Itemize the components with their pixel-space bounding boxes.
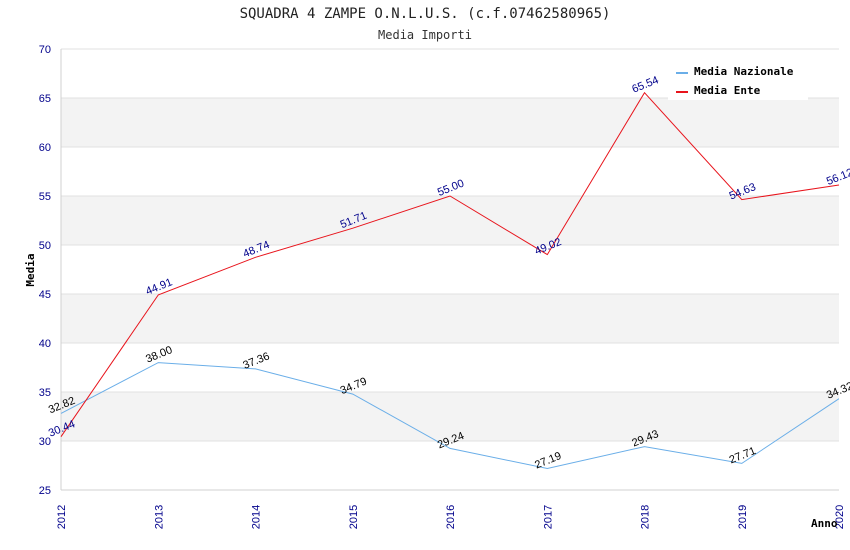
x-tick-label: 2019: [737, 505, 749, 529]
grid-band: [61, 245, 839, 294]
grid-band: [61, 441, 839, 490]
x-tick-label: 2020: [834, 505, 846, 529]
chart-subtitle: Media Importi: [378, 28, 472, 42]
legend: Media Nazionale Media Ente: [668, 58, 808, 100]
y-tick-label: 70: [39, 44, 51, 56]
chart-title: SQUADRA 4 ZAMPE O.N.L.U.S. (c.f.07462580…: [240, 6, 611, 22]
y-tick-label: 30: [39, 436, 51, 448]
y-tick-label: 25: [39, 485, 51, 497]
x-tick-labels: 2012 2013 2014 2015 2016 2017 2018 2019 2020: [56, 505, 846, 529]
legend-label-media-nazionale: Media Nazionale: [694, 65, 794, 78]
legend-box: [668, 58, 808, 100]
x-tick-label: 2014: [251, 505, 263, 529]
x-tick-label: 2017: [542, 505, 554, 529]
x-tick-label: 2018: [640, 505, 652, 529]
x-tick-label: 2012: [56, 505, 68, 529]
grid-band: [61, 343, 839, 392]
x-tick-label: 2013: [153, 505, 165, 529]
y-tick-label: 55: [39, 191, 51, 203]
grid-band: [61, 294, 839, 343]
y-tick-label: 45: [39, 289, 51, 301]
y-tick-label: 65: [39, 93, 51, 105]
series-line-media-nazionale: [60, 362, 840, 470]
grid-bands: [61, 49, 839, 490]
y-tick-label: 35: [39, 387, 51, 399]
y-tick-labels: 25 30 35 40 45 50 55 60 65 70: [39, 44, 51, 497]
axes: [60, 49, 839, 491]
y-tick-label: 50: [39, 240, 51, 252]
legend-label-media-ente: Media Ente: [694, 84, 761, 97]
grid-band: [61, 147, 839, 196]
x-tick-label: 2015: [348, 505, 360, 529]
x-tick-label: 2016: [445, 505, 457, 529]
y-axis-title: Media: [24, 253, 37, 286]
series-lines: [60, 91, 840, 470]
grid-band: [61, 392, 839, 441]
x-axis-title: Anno: [811, 517, 838, 530]
y-tick-label: 40: [39, 338, 51, 350]
grid-band: [61, 196, 839, 245]
series-line-media-ente: [60, 91, 840, 437]
grid-band: [61, 98, 839, 147]
y-tick-label: 60: [39, 142, 51, 154]
